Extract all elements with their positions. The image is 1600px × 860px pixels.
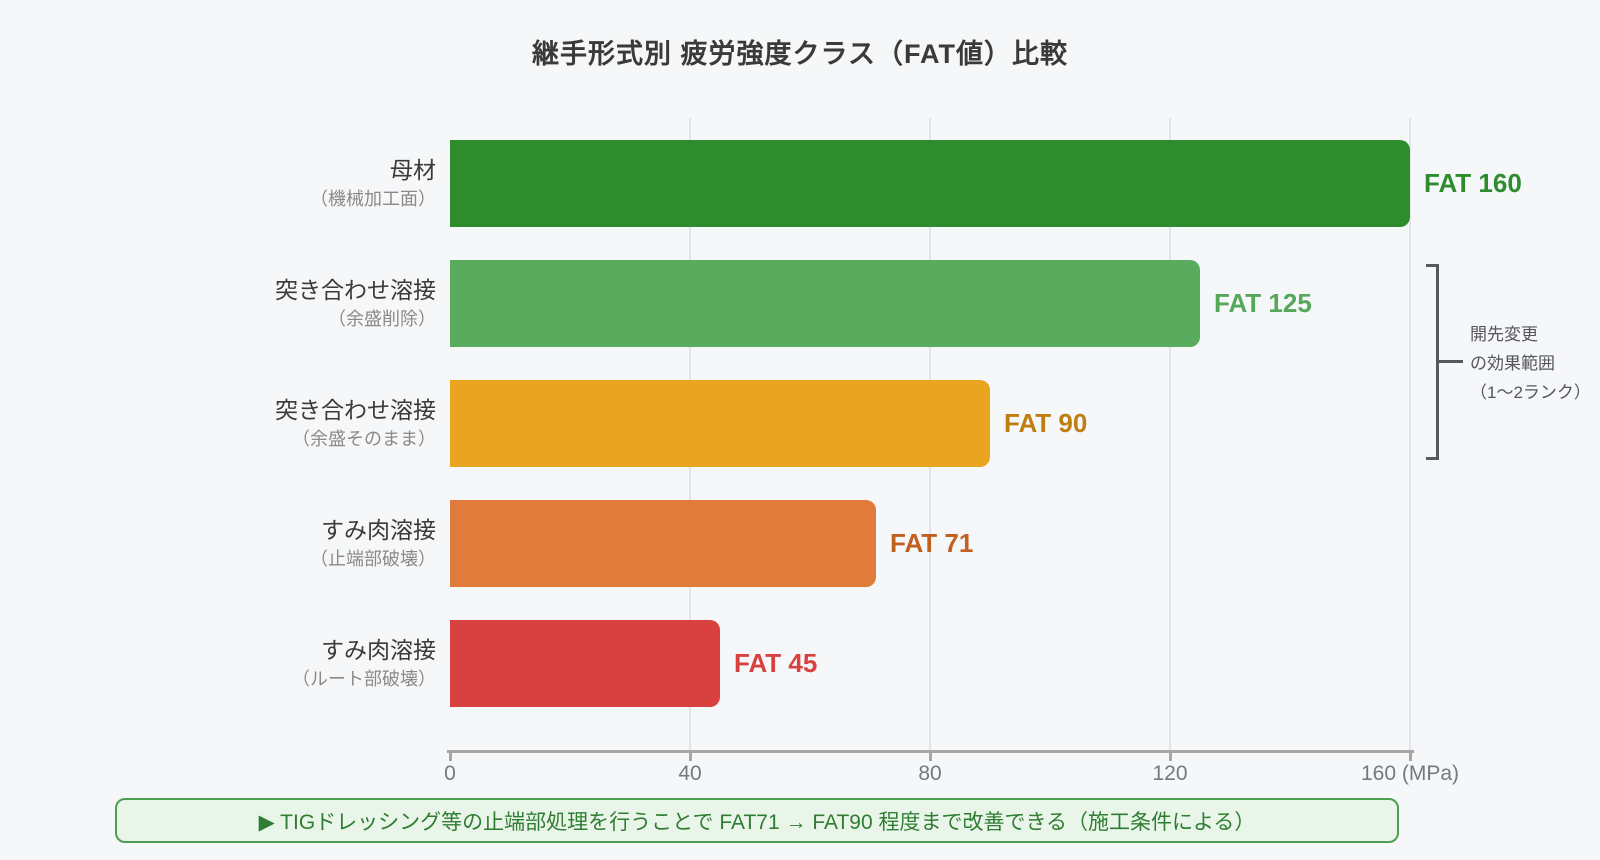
x-axis-tick-label-80: 80 [918, 762, 942, 785]
bar-fat45 [450, 620, 720, 707]
category-label-main: 突き合わせ溶接 [275, 276, 436, 303]
x-axis-tick-160 [1409, 750, 1412, 761]
bracket-top-cap [1426, 264, 1439, 267]
gridline-120 [1169, 118, 1171, 750]
bar-fat125 [450, 260, 1200, 347]
value-label: FAT 90 [1004, 408, 1088, 438]
bar-fat71 [450, 500, 876, 587]
category-label-sub: （機械加工面） [310, 188, 436, 209]
value-label: FAT 160 [1424, 168, 1522, 198]
value-label: FAT 125 [1214, 288, 1312, 318]
category-label: すみ肉溶接 （止端部破壊） [60, 500, 436, 587]
category-label-sub: （余盛そのまま） [292, 428, 436, 449]
bar-fat90 [450, 380, 990, 467]
category-label-main: すみ肉溶接 [321, 516, 436, 543]
note-box: ▶ TIGドレッシング等の止端部処理を行うことで FAT71 → FAT90 程… [115, 798, 1399, 843]
x-axis-tick-0 [449, 750, 452, 761]
x-axis-tick-40 [689, 750, 692, 761]
x-axis-tick-label-160: 160 (MPa) [1360, 762, 1460, 785]
category-label-sub: （余盛削除） [328, 308, 436, 329]
bracket-annotation-line-3: （1～2ランク） [1470, 383, 1591, 402]
x-axis-tick-120 [1169, 750, 1172, 761]
note-text: ▶ TIGドレッシング等の止端部処理を行うことで FAT71 → FAT90 程… [258, 810, 1256, 834]
x-axis-tick-label-40: 40 [678, 762, 702, 785]
category-label-main: 突き合わせ溶接 [275, 396, 436, 423]
value-label: FAT 71 [890, 528, 974, 558]
x-axis-tick-80 [929, 750, 932, 761]
gridline-160 [1409, 118, 1411, 750]
category-label-main: すみ肉溶接 [321, 636, 436, 663]
bracket-annotation-text: 開先変更 の効果範囲 （1～2ランク） [1470, 320, 1591, 407]
bracket-annotation-line-1: 開先変更 [1470, 325, 1538, 344]
category-label: 母材 （機械加工面） [60, 140, 436, 227]
category-label: 突き合わせ溶接 （余盛削除） [60, 260, 436, 347]
category-label: すみ肉溶接 （ルート部破壊） [60, 620, 436, 707]
value-label: FAT 45 [734, 648, 818, 678]
bar-fat160 [450, 140, 1410, 227]
category-label: 突き合わせ溶接 （余盛そのまま） [60, 380, 436, 467]
category-label-sub: （止端部破壊） [310, 548, 436, 569]
bracket-middle-tick [1439, 360, 1463, 363]
category-label-sub: （ルート部破壊） [292, 668, 436, 689]
bracket-bottom-cap [1426, 457, 1439, 460]
x-axis-tick-label-0: 0 [444, 762, 456, 785]
bracket-vertical-line [1436, 264, 1439, 460]
category-label-main: 母材 [390, 156, 436, 183]
x-axis-tick-label-120: 120 [1152, 762, 1188, 785]
bracket-annotation-line-2: の効果範囲 [1470, 354, 1555, 373]
chart-title: 継手形式別 疲労強度クラス（FAT値）比較 [532, 39, 1068, 69]
